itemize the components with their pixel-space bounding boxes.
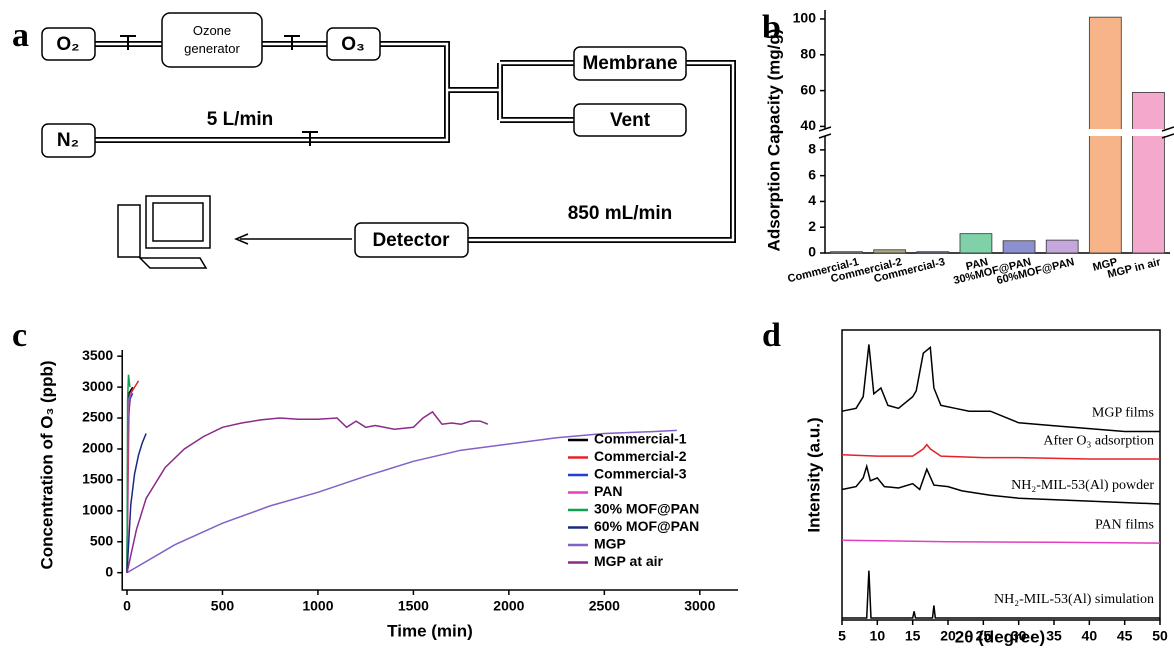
y-tick-label: 0 [808,244,816,260]
series-line [842,570,1160,619]
node-label: N₂ [57,130,79,151]
y-tick-label: 500 [90,532,114,548]
y-tick-label: 60 [800,81,816,97]
panel-label: b [762,9,781,46]
series-line [841,539,1161,544]
series-line [841,443,1160,460]
legend-label: Commercial-3 [594,466,687,482]
series-line [126,410,489,573]
x-tick-label: 20 [940,628,956,644]
x-tick-label: 2500 [589,598,620,614]
y-tick-label: 2500 [82,409,113,425]
series-label: NH₂-MIL-53(Al) simulation [994,592,1154,607]
computer-icon [117,195,211,269]
x-axis-label: 2θ (degree) [955,627,1045,646]
y-tick-label: 4 [808,192,816,208]
plot-frame [841,329,1161,621]
bar [1045,239,1079,254]
x-tick-label: PAN [965,256,990,273]
y-axis-label: Concentration of O₃ (ppb) [37,361,56,570]
y-axis-label: Intensity (a.u.) [804,417,823,532]
legend-label: MGP [594,536,626,552]
y-axis-label: Adsorption Capacity (mg/g) [764,29,783,252]
x-tick-label: MGP [1092,256,1119,274]
node-box [354,222,469,258]
x-tick-label: 1000 [302,598,333,614]
node-label: Vent [610,110,651,131]
bar [873,249,907,254]
node-label: O₂ [56,34,79,55]
x-tick-label: 0 [123,598,131,614]
y-tick-label: 80 [800,45,816,61]
legend-label: Commercial-1 [594,431,687,447]
y-tick-label: 40 [800,117,816,133]
bar [959,233,993,254]
axis-break [817,129,1172,136]
flow-label: 5 L/min [207,109,274,130]
y-tick-label: 0 [105,563,113,579]
bar [830,251,863,254]
bar [1002,240,1036,254]
y-tick-label: 1500 [82,471,113,487]
series-line [126,374,131,573]
panel-label: c [12,317,27,354]
flow-label: 850 mL/min [568,203,673,224]
node-box [573,46,687,81]
series-line [841,463,1161,505]
node-label: Ozone generator [184,23,240,56]
y-tick-label: 2 [808,218,816,234]
series-label: PAN films [1095,517,1154,532]
node-box [573,103,687,137]
legend-label: PAN [594,483,623,499]
y-tick-label: 2000 [82,440,113,456]
y-tick-label: 100 [793,10,817,26]
axis-break-mark [818,126,1174,139]
node-box [161,12,263,68]
x-tick-label: 500 [211,598,235,614]
x-tick-label: 1500 [398,598,429,614]
series-label: NH₂-MIL-53(Al) powder [1011,478,1154,493]
y-tick-label: 1000 [82,502,113,518]
y-tick-label: 3500 [82,347,113,363]
bar [916,251,950,254]
node-label: O₃ [341,34,365,55]
node-label: Membrane [582,53,677,74]
legend-label: 30% MOF@PAN [594,501,699,517]
x-tick-label: 5 [838,628,846,644]
axis-line [121,350,738,591]
y-tick-label: 8 [808,141,816,157]
legend-label: Commercial-2 [594,448,687,464]
pipes [95,35,736,243]
y-tick-label: 6 [808,166,816,182]
legend-label: MGP at air [594,553,664,569]
x-tick-label: 15 [905,628,921,644]
x-tick-label: 45 [1117,628,1133,644]
x-tick-label: 50 [1152,628,1168,644]
series-label: After O₃ adsorption [1043,433,1154,448]
x-tick-label: 40 [1082,628,1098,644]
x-tick-label: 3000 [684,598,715,614]
bar [1132,91,1165,254]
series-line [126,429,677,574]
x-tick-label: 35 [1046,628,1062,644]
panel-label: a [12,17,29,54]
node-box [326,27,381,61]
node-label: Detector [372,230,450,251]
node-label-wrap: Ozone generator [184,23,240,56]
x-axis-label: Time (min) [387,621,473,640]
panel-label: d [762,317,781,354]
series-line [126,433,147,573]
series-label: MGP films [1092,406,1154,421]
x-tick-label: 30 [1011,628,1027,644]
node-box [41,123,96,158]
x-tick-label: 10 [870,628,886,644]
arrow [234,233,352,245]
x-tick-label: 2000 [493,598,524,614]
x-tick-label: 25 [976,628,992,644]
y-tick-label: 3000 [82,378,113,394]
node-box [41,27,96,61]
legend-label: 60% MOF@PAN [594,518,699,534]
series-line [841,344,1160,433]
